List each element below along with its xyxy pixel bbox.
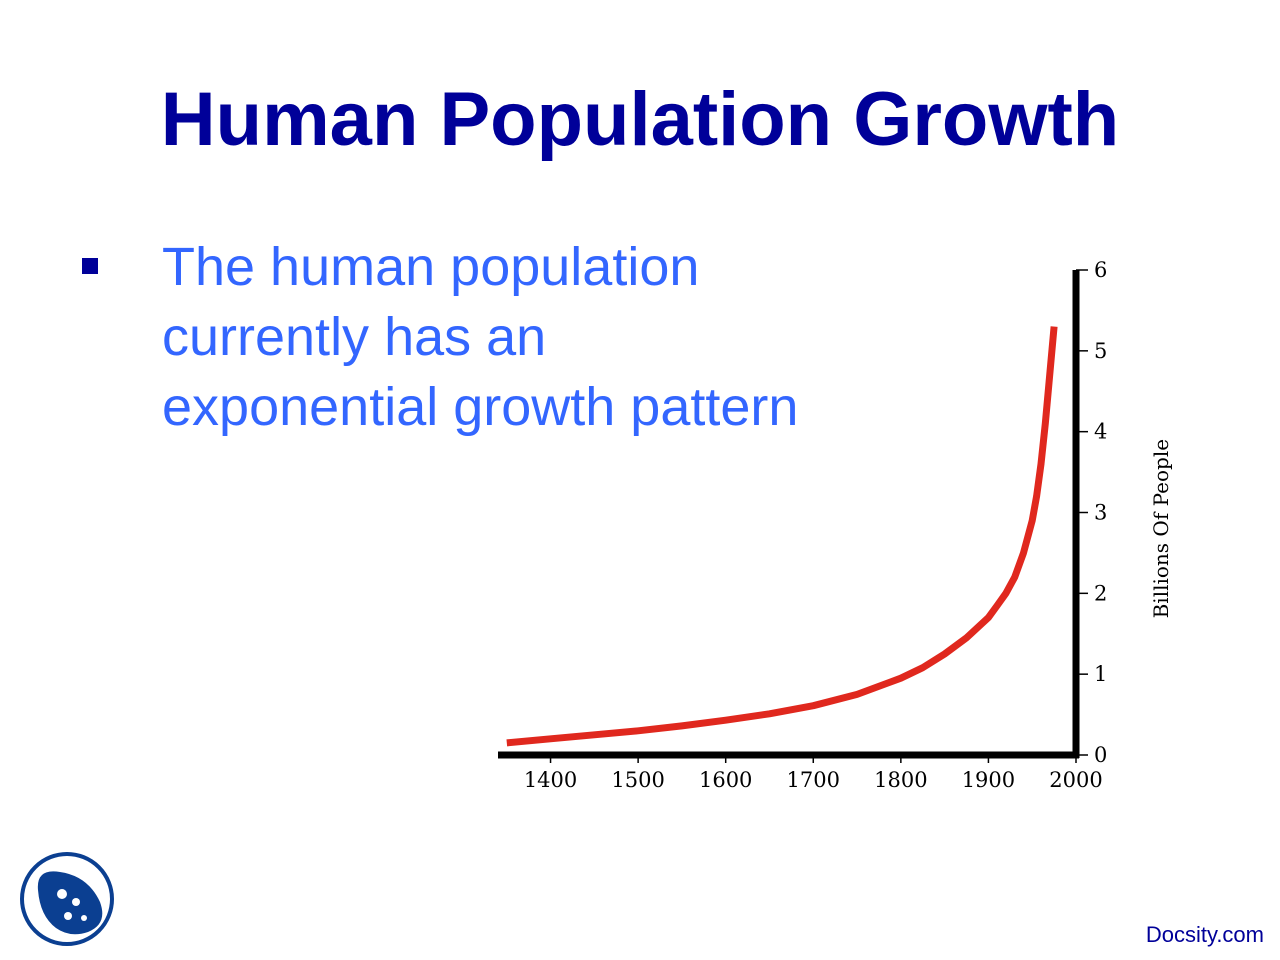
y-tick-label: 6 <box>1094 258 1107 282</box>
x-tick-label: 1800 <box>874 768 927 792</box>
y-tick-label: 0 <box>1094 743 1107 767</box>
x-tick-label: 1900 <box>962 768 1015 792</box>
docsity-credit: Docsity.com <box>1145 922 1264 947</box>
y-tick-label: 5 <box>1094 339 1107 363</box>
y-tick-label: 1 <box>1094 662 1107 686</box>
bullet-text: The human population currently has an ex… <box>162 237 799 437</box>
bullet-square-icon <box>82 258 98 274</box>
y-tick-label: 3 <box>1094 501 1107 525</box>
population-curve <box>506 326 1058 747</box>
x-tick-label: 2000 <box>1049 768 1102 792</box>
chart-axes <box>498 270 1080 759</box>
docsity-logo <box>20 852 114 946</box>
x-tick-label: 1700 <box>787 768 840 792</box>
y-tick-label: 2 <box>1094 581 1107 605</box>
chart-series <box>506 326 1058 747</box>
x-tick-label: 1500 <box>611 768 664 792</box>
x-tick-label: 1600 <box>699 768 752 792</box>
slide-title: Human Population Growth <box>160 77 1120 162</box>
y-tick-label: 4 <box>1094 420 1107 444</box>
x-tick-label: 1400 <box>524 768 577 792</box>
y-axis-label: Billions Of People <box>1149 439 1173 618</box>
